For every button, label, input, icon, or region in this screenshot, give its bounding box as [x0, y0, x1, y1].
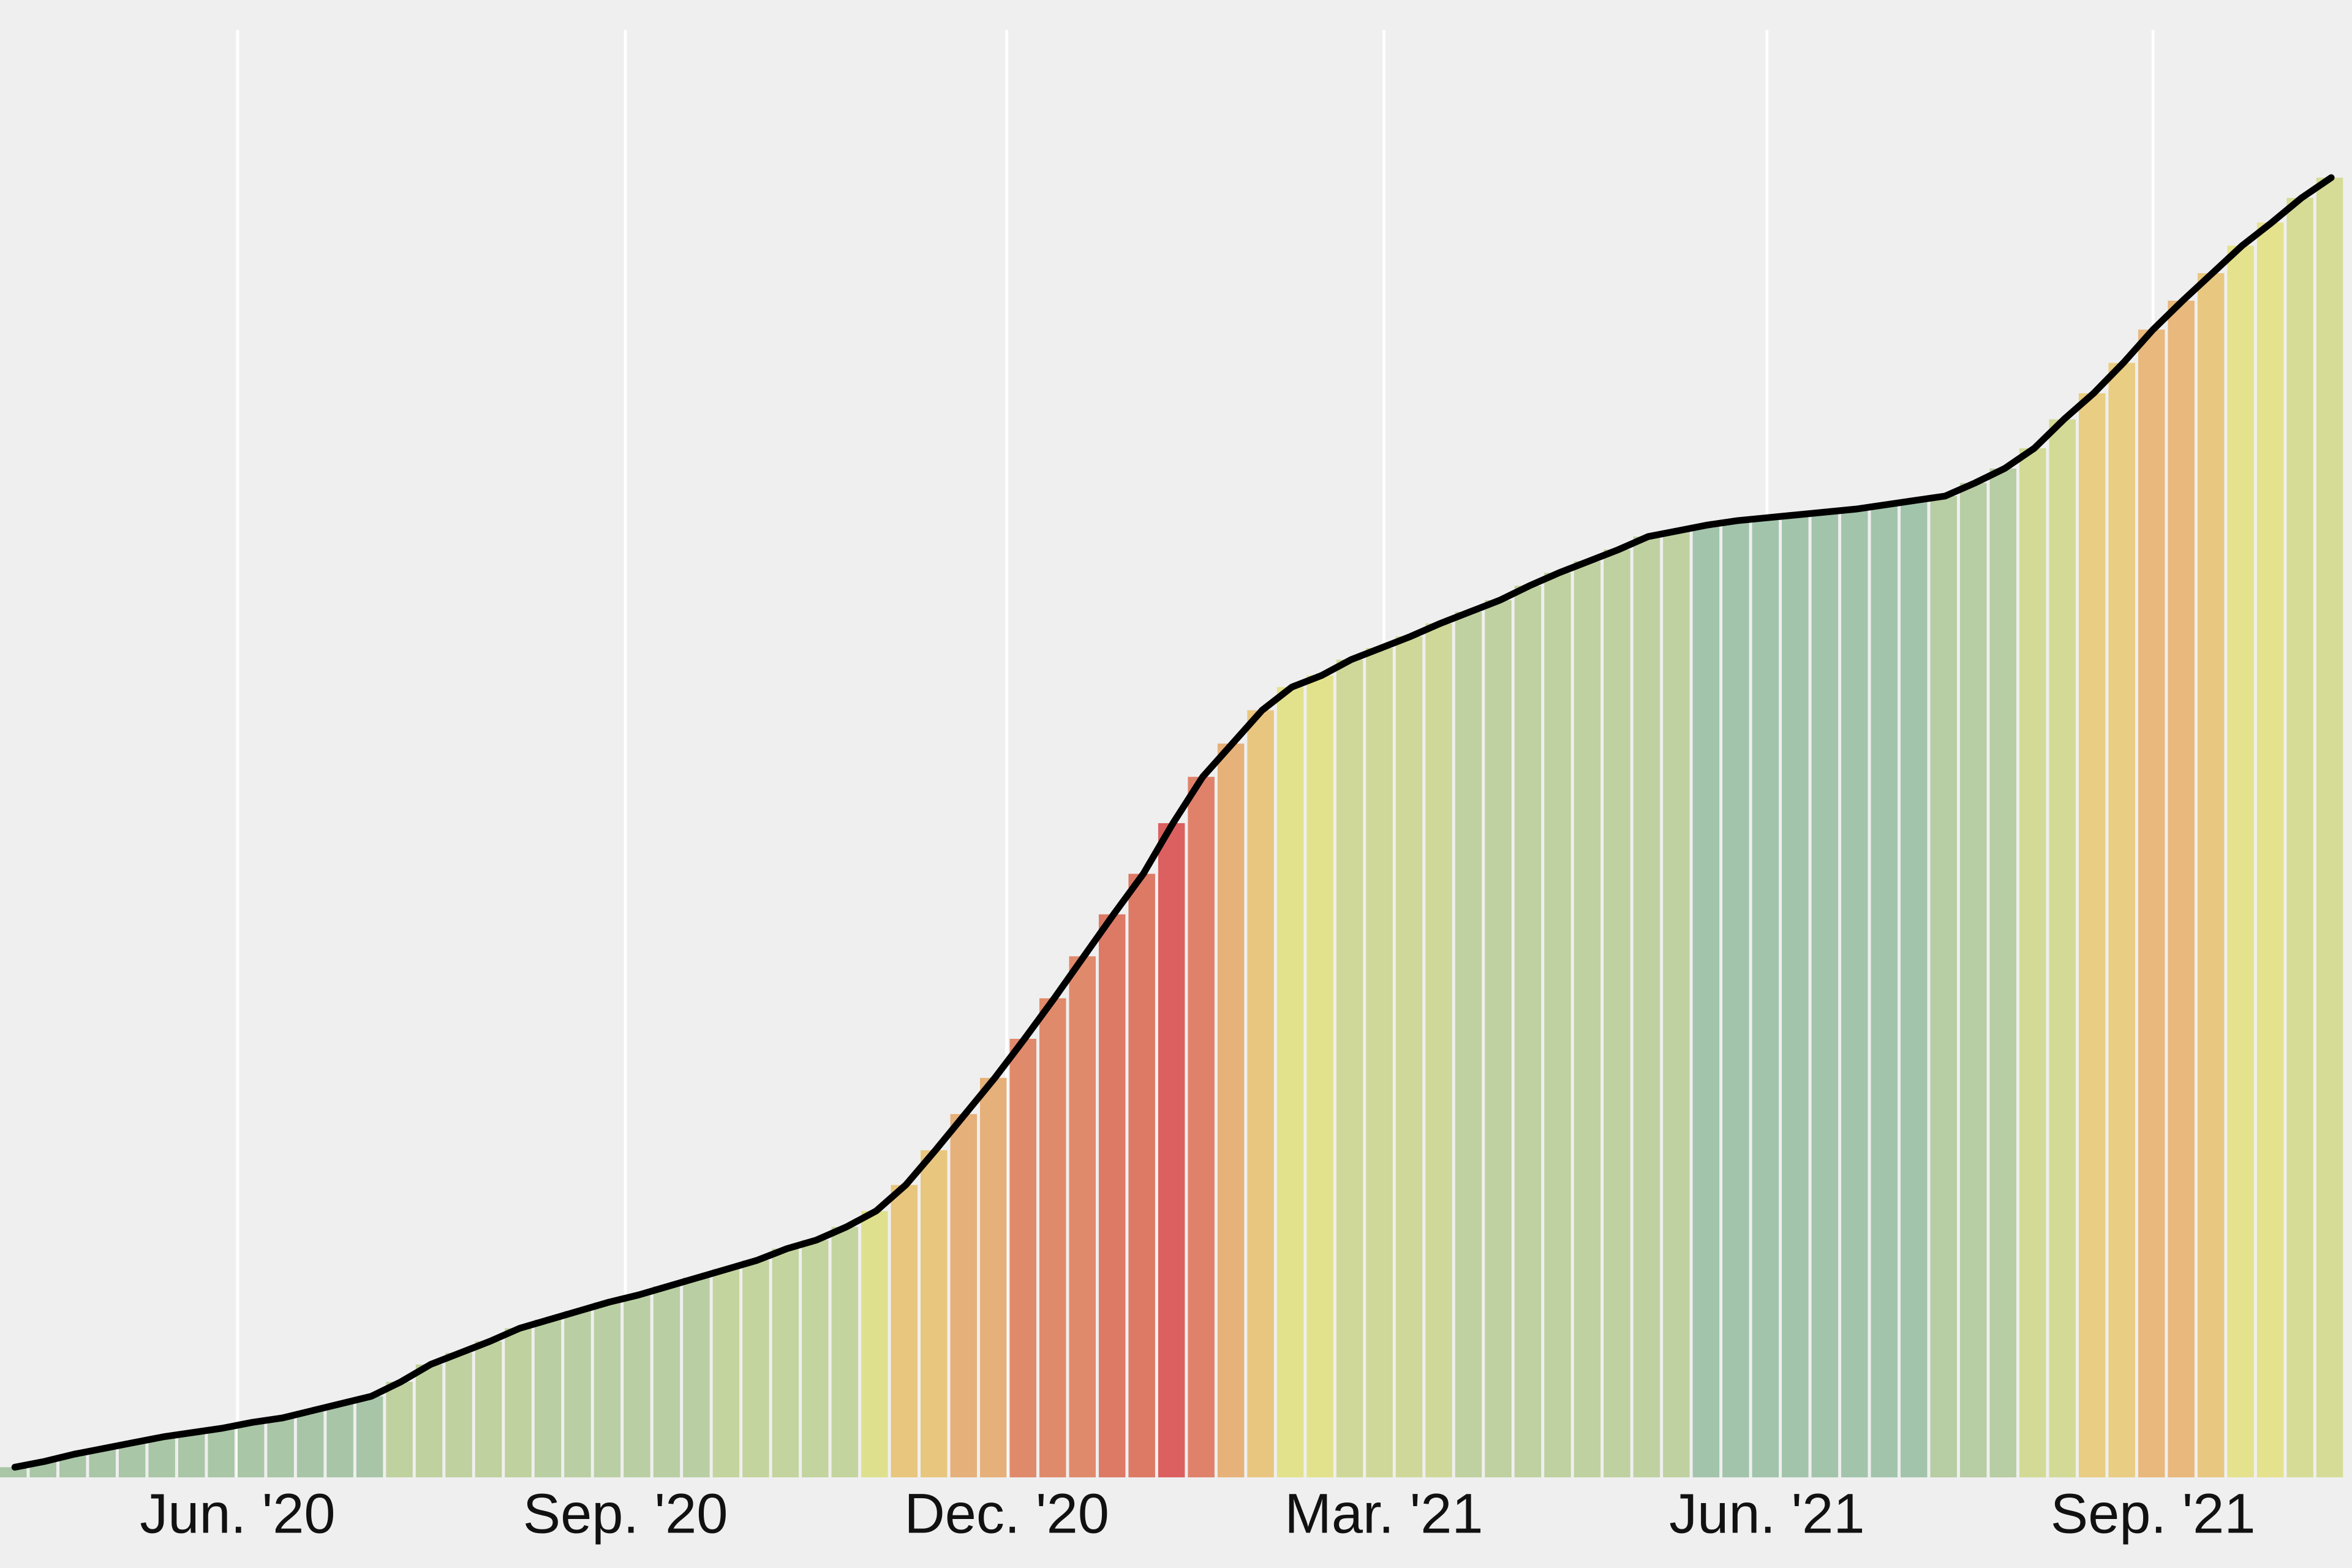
bar — [0, 1467, 27, 1477]
bar — [326, 1403, 353, 1477]
bar — [1841, 509, 1868, 1477]
cumulative-line — [11, 174, 2335, 1471]
bar — [980, 1077, 1007, 1477]
bar — [950, 1114, 977, 1477]
bar — [1098, 914, 1126, 1477]
bar — [1217, 743, 1245, 1477]
bar — [802, 1240, 829, 1477]
bar — [683, 1277, 710, 1477]
bar — [653, 1286, 680, 1477]
bar — [178, 1432, 205, 1477]
bar — [2316, 178, 2343, 1478]
bar — [1276, 687, 1304, 1477]
x-tick-label: Jun. '20 — [140, 1482, 335, 1545]
bar — [1574, 561, 1601, 1478]
bar — [2049, 419, 2076, 1477]
bar — [2168, 300, 2195, 1478]
bar — [1752, 518, 1779, 1477]
bar — [267, 1418, 294, 1477]
bar — [1604, 549, 1630, 1477]
bar — [624, 1295, 650, 1477]
bar — [1455, 611, 1482, 1477]
bar — [296, 1411, 324, 1477]
bar — [1306, 675, 1333, 1477]
x-tick-label: Sep. '20 — [523, 1482, 728, 1545]
bar — [921, 1150, 948, 1477]
bar — [1425, 623, 1452, 1477]
bar — [1188, 777, 1215, 1477]
x-tick-label: Mar. '21 — [1284, 1482, 1483, 1545]
bar — [1989, 468, 2016, 1477]
bar — [1633, 537, 1660, 1477]
bar — [1128, 873, 1155, 1477]
x-tick-label: Jun. '21 — [1669, 1482, 1864, 1545]
bar — [564, 1311, 591, 1477]
bar — [1247, 710, 1274, 1477]
bar — [891, 1185, 918, 1477]
bar — [2286, 198, 2313, 1478]
bar — [1009, 1039, 1036, 1477]
bar — [1871, 505, 1898, 1478]
bar — [237, 1422, 265, 1477]
bar — [1395, 636, 1423, 1477]
bar — [1663, 530, 1690, 1477]
bar — [742, 1260, 769, 1477]
bar — [594, 1302, 621, 1477]
bar — [1930, 496, 1957, 1477]
bar — [772, 1248, 799, 1477]
bar — [2138, 330, 2165, 1477]
x-tick-label: Sep. '21 — [2051, 1482, 2256, 1545]
bar — [831, 1227, 859, 1477]
bar — [1960, 483, 1987, 1477]
bar — [386, 1382, 413, 1477]
bar — [1039, 998, 1066, 1477]
bar — [1514, 586, 1542, 1477]
bar — [2227, 246, 2254, 1477]
bar — [2197, 273, 2225, 1477]
bar — [1366, 648, 1393, 1477]
bar — [1158, 823, 1185, 1477]
bar — [118, 1442, 146, 1477]
x-tick-label: Dec. '20 — [904, 1482, 1109, 1545]
bar — [505, 1328, 532, 1477]
bar — [2108, 363, 2135, 1477]
bar — [1336, 659, 1363, 1477]
bar — [861, 1211, 888, 1477]
bar — [2256, 222, 2284, 1477]
bar — [1782, 514, 1809, 1477]
bar — [475, 1341, 502, 1477]
bar — [208, 1428, 235, 1477]
bar — [356, 1396, 383, 1477]
bar — [1692, 525, 1720, 1477]
bar — [1544, 573, 1571, 1477]
bar — [712, 1268, 740, 1477]
bar — [1811, 511, 1839, 1477]
bar — [1901, 500, 1928, 1477]
bar — [1485, 600, 1512, 1477]
bar — [2019, 448, 2046, 1477]
bar — [1722, 521, 1749, 1477]
bar — [2078, 393, 2106, 1477]
bar — [415, 1364, 443, 1477]
bar — [534, 1319, 562, 1477]
bar — [148, 1436, 175, 1477]
bar — [445, 1352, 472, 1477]
bar — [1069, 956, 1096, 1477]
